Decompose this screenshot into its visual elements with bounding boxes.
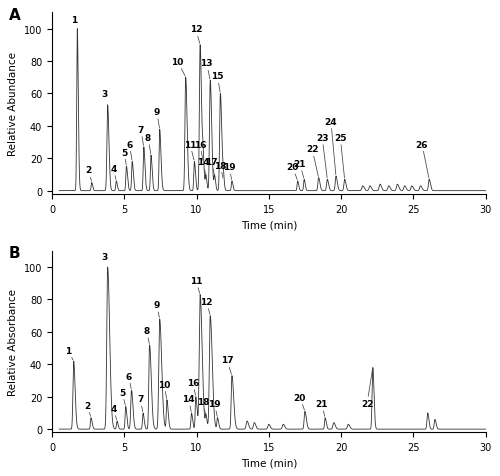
Text: 17: 17: [206, 158, 218, 175]
Text: 6: 6: [126, 140, 132, 161]
Text: 24: 24: [324, 118, 337, 175]
Text: 11: 11: [184, 140, 196, 161]
Y-axis label: Relative Abundance: Relative Abundance: [8, 52, 18, 156]
Text: 26: 26: [416, 140, 429, 178]
Text: 2: 2: [84, 401, 90, 416]
Text: 8: 8: [144, 327, 150, 344]
Text: 4: 4: [110, 404, 116, 420]
Text: 19: 19: [222, 163, 235, 180]
Text: 14: 14: [196, 158, 209, 175]
Text: 3: 3: [102, 90, 108, 99]
Text: 15: 15: [211, 72, 224, 93]
Text: 23: 23: [316, 134, 328, 178]
Y-axis label: Relative Absorbance: Relative Absorbance: [8, 288, 18, 395]
Text: 6: 6: [126, 372, 132, 389]
Text: 2: 2: [86, 166, 92, 182]
Text: 25: 25: [334, 134, 346, 178]
Text: 14: 14: [182, 395, 195, 412]
Text: 13: 13: [200, 60, 213, 80]
Text: 1: 1: [65, 346, 73, 360]
Text: 21: 21: [316, 399, 328, 416]
Text: 11: 11: [190, 276, 202, 294]
Text: 19: 19: [208, 399, 221, 416]
Text: A: A: [8, 8, 20, 23]
Text: 12: 12: [190, 25, 202, 44]
Text: 20: 20: [294, 393, 306, 410]
Text: 16: 16: [194, 140, 206, 161]
Text: 22: 22: [361, 369, 374, 408]
Text: 10: 10: [158, 380, 170, 399]
Text: 18: 18: [197, 397, 209, 415]
Text: 10: 10: [172, 58, 185, 77]
Text: 20: 20: [286, 163, 299, 180]
Text: 9: 9: [154, 108, 160, 129]
Text: 21: 21: [294, 159, 306, 178]
Text: 22: 22: [306, 145, 318, 177]
X-axis label: Time (min): Time (min): [240, 458, 297, 468]
Text: 7: 7: [138, 126, 144, 146]
Text: 8: 8: [145, 134, 151, 154]
Text: 5: 5: [121, 149, 128, 166]
Text: 1: 1: [72, 16, 78, 25]
Text: 16: 16: [186, 378, 199, 396]
Text: 9: 9: [154, 300, 160, 318]
Text: 7: 7: [137, 395, 143, 412]
Text: 4: 4: [110, 165, 116, 180]
Text: 3: 3: [102, 252, 108, 261]
Text: 5: 5: [119, 388, 126, 405]
X-axis label: Time (min): Time (min): [240, 220, 297, 230]
Text: 18: 18: [214, 161, 226, 178]
Text: 12: 12: [200, 298, 213, 315]
Text: B: B: [8, 246, 20, 261]
Text: 17: 17: [220, 356, 233, 375]
